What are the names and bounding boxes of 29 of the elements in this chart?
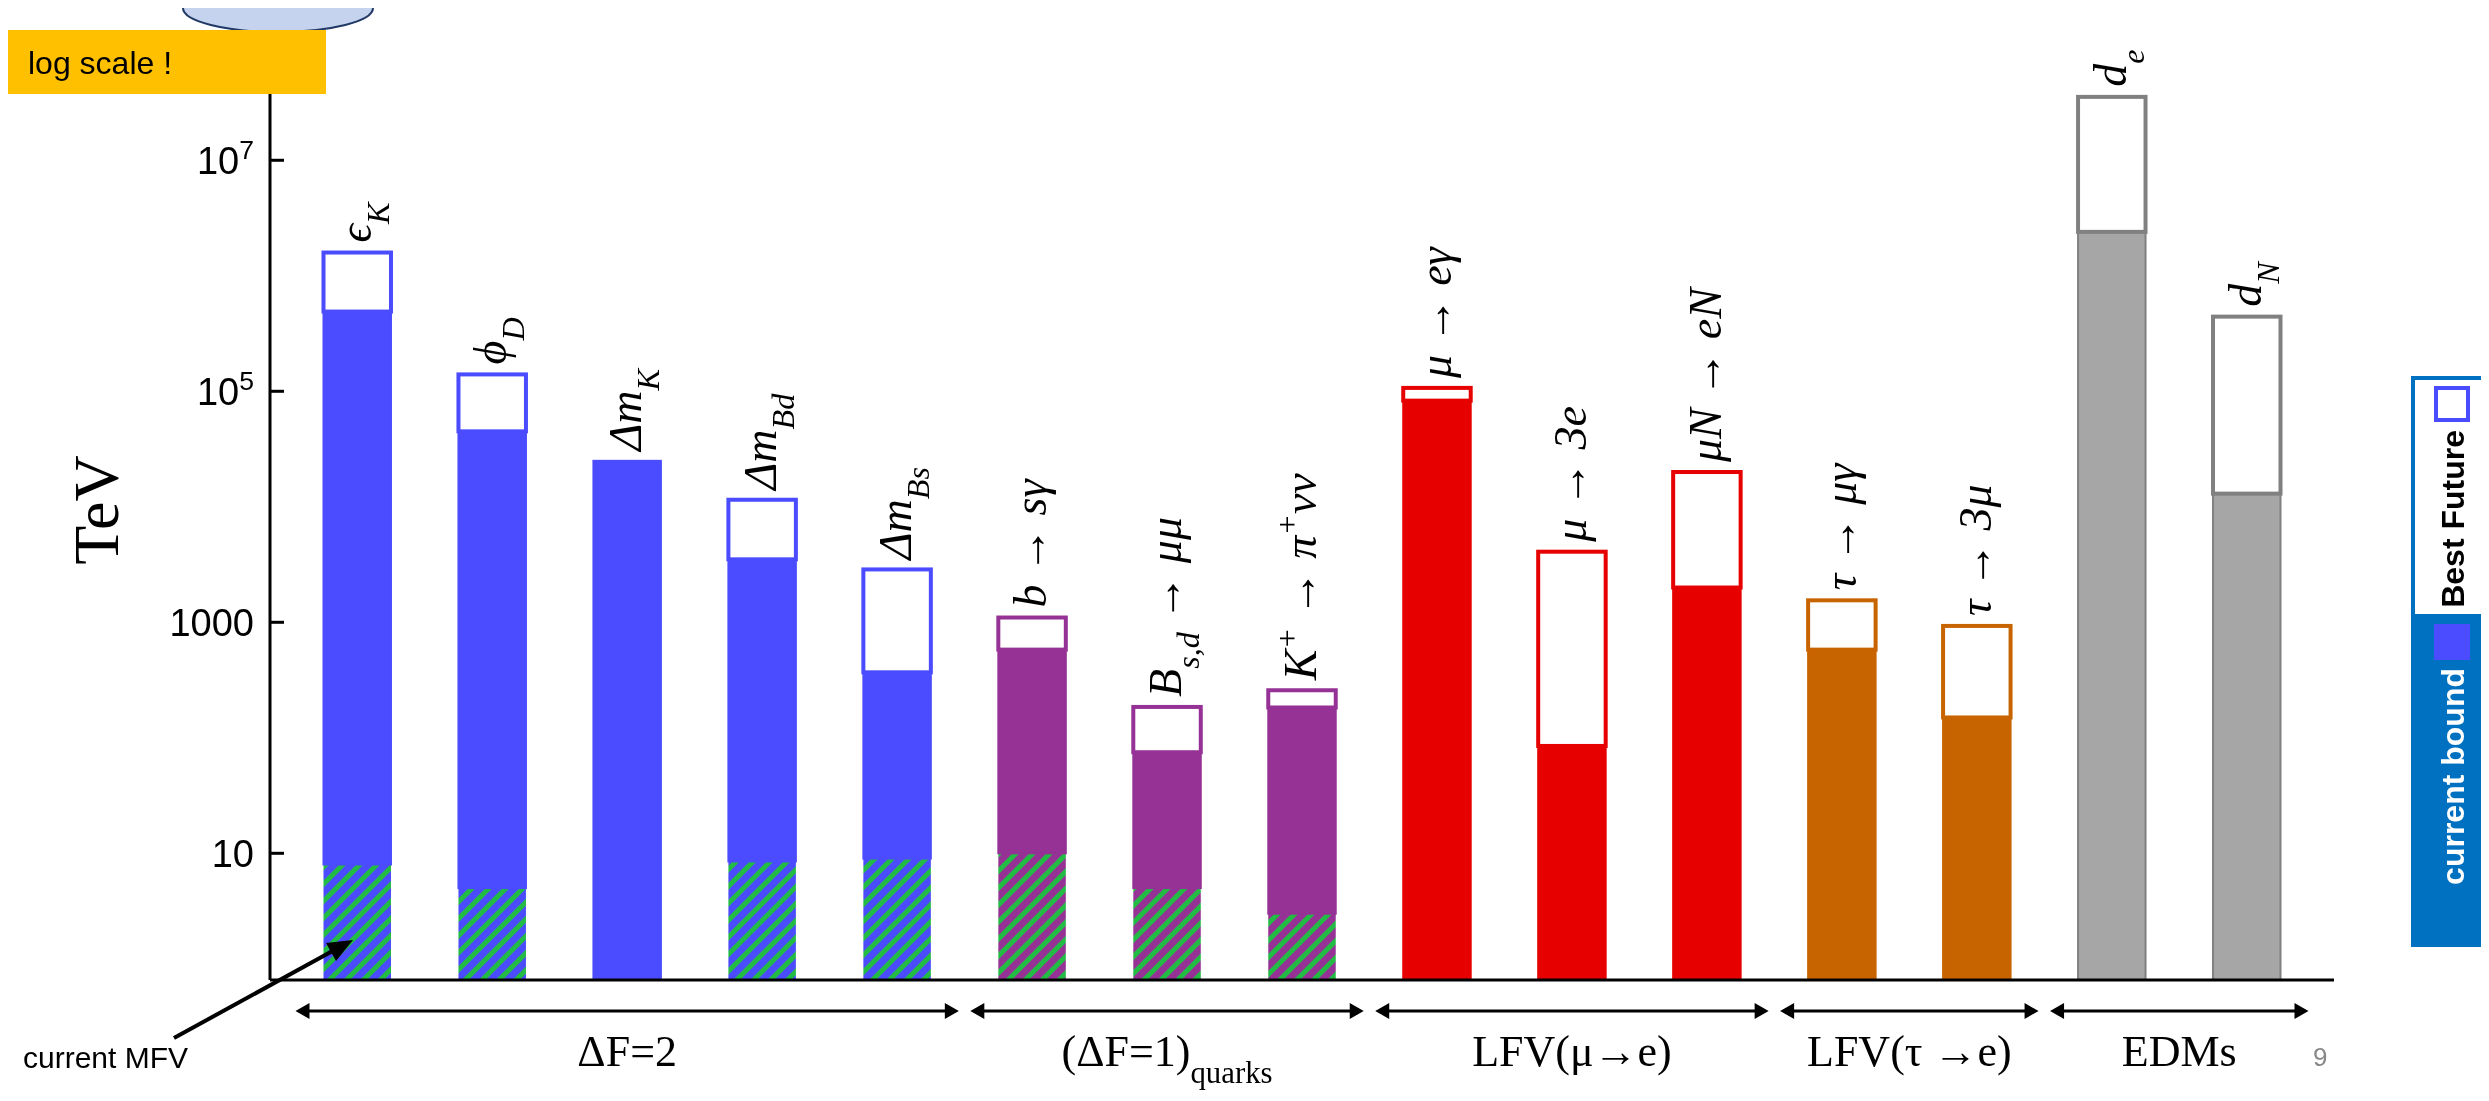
x-tick-label: τ → 3μ xyxy=(1949,484,2001,616)
text: LFV(τ →e) xyxy=(1807,1027,2012,1076)
x-tick-label: μN → eN xyxy=(1679,285,1731,464)
bar xyxy=(1133,888,1201,980)
y-tick-label: 10 xyxy=(211,832,254,875)
y-axis-title: TeV xyxy=(61,455,132,565)
text: log scale ! xyxy=(28,45,173,81)
x-tick-label: b → sγ xyxy=(1005,477,1057,608)
y-tick-label: 10$^{5}$ xyxy=(196,365,254,413)
bar xyxy=(458,888,526,980)
text: current MFV xyxy=(23,1041,189,1074)
legend-label: current bound xyxy=(2435,668,2471,885)
bar xyxy=(1268,913,1336,980)
text: LFV(μ→e) xyxy=(1472,1027,1672,1076)
x-tick-label: τ → μγ xyxy=(1814,461,1866,591)
text: ΔF=2 xyxy=(577,1027,677,1076)
bar xyxy=(592,459,662,981)
bar xyxy=(323,864,391,980)
x-tick-label: μ → 3e xyxy=(1544,406,1596,543)
bar xyxy=(728,861,796,980)
bar xyxy=(998,853,1066,980)
bar xyxy=(863,858,931,980)
text: 9 xyxy=(2313,1042,2328,1072)
legend-label: Best Future xyxy=(2435,430,2471,608)
text: (ΔF=1)$_{quarks}$ xyxy=(1061,1027,1273,1090)
y-tick-label: 10$^{7}$ xyxy=(196,134,254,182)
y-tick-label: 1000 xyxy=(169,601,254,644)
text: EDMs xyxy=(2121,1027,2237,1076)
x-tick-label: μ → eγ xyxy=(1409,245,1461,379)
